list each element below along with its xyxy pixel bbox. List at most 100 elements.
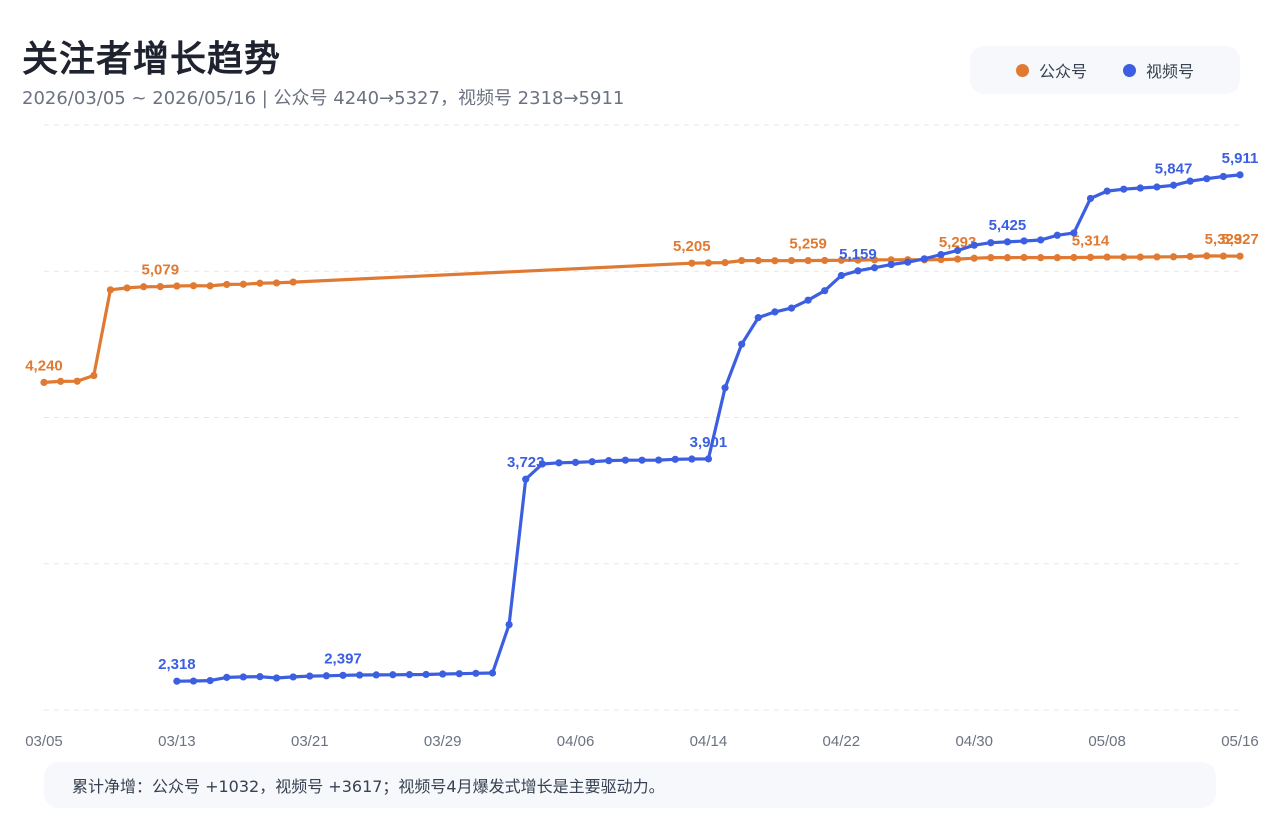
data-point-gzh [721, 259, 729, 267]
chart-legend: 公众号 视频号 [970, 46, 1240, 94]
data-point-sph [239, 673, 247, 681]
data-point-sph [870, 264, 879, 272]
data-point-gzh [106, 286, 115, 294]
data-point-gzh [140, 283, 148, 291]
data-point-gzh [206, 282, 214, 290]
data-point-gzh [954, 255, 962, 263]
data-point-sph [306, 672, 314, 680]
data-point-sph [1169, 181, 1178, 189]
data-point-sph [954, 246, 962, 255]
data-point-sph [1070, 229, 1078, 237]
data-point-sph [688, 455, 696, 463]
data-point-sph [372, 671, 380, 679]
legend-item-gzh[interactable]: 公众号 [1015, 58, 1087, 82]
data-point-sph [1153, 183, 1161, 191]
data-point-gzh [1136, 253, 1144, 261]
data-point-gzh [704, 259, 713, 267]
data-point-gzh [787, 256, 796, 265]
page-subtitle: 2026/03/05 ~ 2026/05/16 | 公众号 4240→5327，… [22, 88, 625, 109]
data-point-sph [904, 258, 912, 266]
data-label-gzh: 5,259 [789, 236, 827, 253]
data-point-sph [223, 673, 231, 681]
x-tick-label: 05/16 [1221, 733, 1259, 750]
x-tick-label: 05/08 [1088, 733, 1126, 750]
line-chart: 03/05 03/13 03/21 03/29 04/06 04/14 04/22 04/30… [25, 124, 1259, 750]
data-point-sph [837, 271, 845, 280]
data-point-gzh [189, 282, 198, 290]
data-label-sph: 5,847 [1155, 160, 1193, 177]
data-point-sph [655, 456, 663, 464]
data-point-sph [538, 460, 546, 468]
x-tick-label: 03/29 [424, 733, 462, 750]
data-point-sph [1219, 172, 1227, 181]
data-point-sph [472, 669, 480, 677]
data-point-gzh [804, 256, 812, 265]
data-point-gzh [1037, 254, 1045, 262]
data-point-sph [488, 669, 497, 677]
data-label-sph: 2,397 [324, 650, 362, 667]
data-point-sph [804, 296, 812, 304]
x-tick-label: 04/22 [823, 733, 861, 750]
data-point-sph [605, 457, 613, 465]
x-tick-label: 04/14 [690, 733, 728, 750]
data-point-sph [937, 250, 945, 259]
data-point-sph [754, 314, 762, 322]
data-point-gzh [1053, 254, 1061, 262]
data-point-sph [189, 677, 198, 685]
data-point-sph [638, 456, 646, 464]
data-point-gzh [1003, 254, 1012, 262]
data-point-sph [1136, 184, 1144, 192]
data-label-gzh: 5,079 [142, 262, 180, 279]
data-point-sph [356, 671, 364, 679]
legend-label-gzh: 公众号 [1038, 62, 1087, 81]
data-point-sph [854, 267, 862, 275]
data-label-gzh: 5,327 [1221, 231, 1259, 248]
data-point-sph [522, 475, 530, 483]
data-point-sph [272, 674, 281, 682]
data-point-gzh [90, 371, 98, 380]
legend-dot-sph-icon [1123, 63, 1136, 77]
data-point-sph [1037, 236, 1045, 244]
data-label-gzh: 5,205 [673, 238, 711, 255]
data-label-sph: 3,901 [690, 434, 728, 451]
series-line-gzh [42, 254, 1242, 384]
data-point-gzh [854, 256, 862, 264]
data-label-sph: 2,318 [158, 656, 196, 673]
x-tick-label: 04/30 [955, 733, 993, 750]
legend-item-sph[interactable]: 视频号 [1123, 58, 1194, 82]
data-label-sph: 5,911 [1222, 150, 1259, 167]
data-point-sph [173, 677, 181, 685]
data-point-gzh [821, 256, 829, 265]
data-point-sph [1020, 237, 1028, 245]
data-point-sph [721, 384, 729, 392]
data-label-sph: 3,723 [507, 454, 545, 471]
data-point-sph [821, 287, 829, 295]
data-point-sph [405, 671, 414, 679]
data-point-sph [1086, 194, 1095, 203]
data-point-gzh [40, 378, 48, 386]
data-point-sph [322, 672, 330, 680]
data-point-sph [887, 260, 895, 269]
data-point-sph [455, 670, 463, 678]
data-point-sph [1186, 177, 1194, 185]
data-point-sph [920, 255, 928, 263]
data-point-sph [505, 620, 513, 629]
data-point-sph [987, 239, 995, 247]
data-point-sph [1103, 187, 1111, 195]
data-label-gzh: 5,329 [1205, 231, 1243, 248]
data-point-sph [422, 670, 430, 679]
data-point-gzh [1120, 253, 1128, 261]
data-point-gzh [1153, 253, 1161, 261]
data-point-sph [588, 458, 596, 466]
data-point-gzh [837, 256, 845, 264]
data-point-gzh [1186, 252, 1194, 261]
data-point-sph [1003, 238, 1012, 246]
data-point-gzh [239, 280, 247, 288]
x-tick-label: 03/21 [291, 733, 329, 750]
data-point-sph [704, 455, 713, 463]
data-point-sph [970, 241, 978, 249]
data-point-gzh [1103, 253, 1111, 261]
data-point-gzh [73, 377, 81, 385]
legend-dot-gzh-icon [1015, 63, 1029, 77]
data-point-gzh [1203, 252, 1211, 260]
